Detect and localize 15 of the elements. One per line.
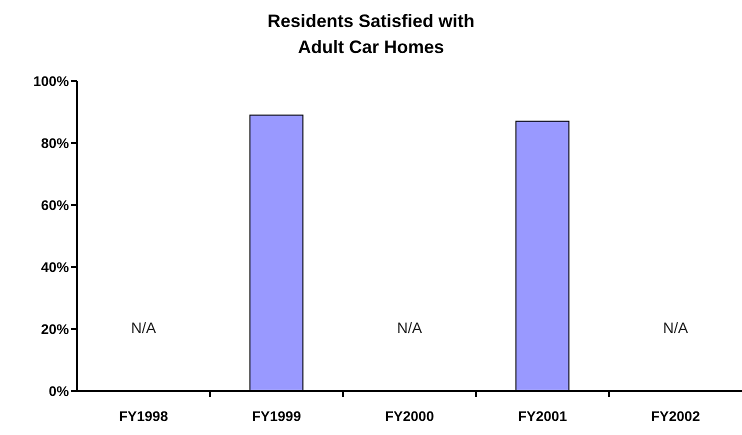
y-tick-label: 40% [40, 258, 70, 275]
text: N/A [662, 320, 688, 337]
chart-title: Residents Satisfied with Adult Car Homes [266, 10, 476, 59]
y-tick-label: 100% [33, 72, 70, 89]
y-tick-label: 60% [40, 196, 70, 213]
x-tick-label: FY2001 [518, 408, 568, 424]
x-tick-label: FY1998 [118, 408, 168, 424]
x-tick-label: FY1999 [252, 408, 302, 424]
x-tick-label: FY2000 [384, 408, 434, 424]
text: N/A [130, 320, 156, 337]
y-tick-label: 20% [40, 320, 70, 337]
y-tick-label: 0% [48, 382, 70, 399]
x-tick-label: FY2002 [650, 408, 700, 424]
text: N/A [396, 320, 422, 337]
y-tick-label: 80% [40, 134, 70, 151]
